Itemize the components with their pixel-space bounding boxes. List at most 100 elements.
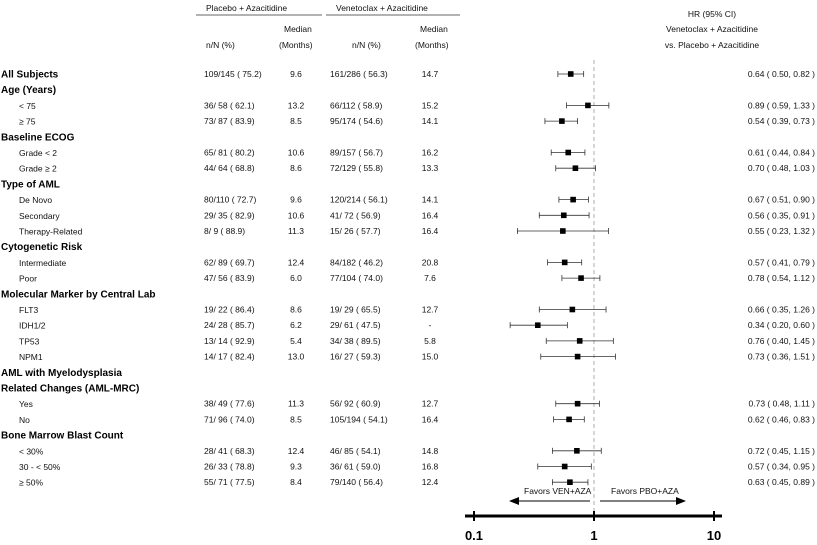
ven-median-cell: 14.1 bbox=[422, 195, 439, 205]
placebo-median-cell: 8.5 bbox=[290, 116, 302, 126]
hr-point-marker bbox=[569, 306, 576, 313]
ven-nN-cell: 34/ 38 ( 89.5) bbox=[330, 336, 381, 346]
hr-ci-cell: 0.62 ( 0.46, 0.83 ) bbox=[748, 414, 815, 424]
header-ven-nN: n/N (%) bbox=[352, 40, 381, 50]
hr-point-marker bbox=[561, 463, 568, 470]
hr-point-marker bbox=[574, 353, 581, 360]
placebo-median-cell: 13.0 bbox=[288, 352, 305, 362]
hr-point-marker bbox=[578, 275, 584, 281]
placebo-nN-cell: 109/145 ( 75.2) bbox=[204, 69, 262, 79]
row-label: ≥ 75 bbox=[19, 117, 36, 127]
ven-nN-cell: 79/140 ( 56.4) bbox=[330, 477, 383, 487]
favors-pbo-label: Favors PBO+AZA bbox=[611, 486, 679, 496]
placebo-nN-cell: 8/ 9 ( 88.9) bbox=[204, 226, 245, 236]
row-label: Therapy-Related bbox=[19, 227, 83, 237]
hr-point-marker bbox=[570, 196, 576, 203]
header-ven-median-unit: (Months) bbox=[415, 40, 449, 50]
favors-ven-arrowhead bbox=[509, 497, 519, 505]
header-pbo-median: Median bbox=[284, 24, 312, 34]
placebo-median-cell: 8.5 bbox=[290, 414, 302, 424]
placebo-median-cell: 13.2 bbox=[288, 100, 305, 110]
hr-ci-cell: 0.67 ( 0.51, 0.90 ) bbox=[748, 195, 815, 205]
placebo-nN-cell: 38/ 49 ( 77.6) bbox=[204, 399, 255, 409]
placebo-median-cell: 9.3 bbox=[290, 462, 302, 472]
row-label: 30 - < 50% bbox=[19, 462, 61, 472]
placebo-median-cell: 11.3 bbox=[288, 226, 304, 236]
ven-nN-cell: 66/112 ( 58.9) bbox=[330, 100, 382, 110]
hr-ci-cell: 0.76 ( 0.40, 1.45 ) bbox=[748, 336, 815, 346]
ven-nN-cell: 89/157 ( 56.7) bbox=[330, 148, 383, 158]
placebo-nN-cell: 71/ 96 ( 74.0) bbox=[204, 414, 255, 424]
ven-median-cell: 12.7 bbox=[422, 399, 439, 409]
hr-point-marker bbox=[559, 118, 565, 124]
header-pbo-median-unit: (Months) bbox=[279, 40, 313, 50]
placebo-nN-cell: 24/ 28 ( 85.7) bbox=[204, 320, 255, 330]
hr-ci-cell: 0.72 ( 0.45, 1.15 ) bbox=[748, 446, 815, 456]
ven-nN-cell: 29/ 61 ( 47.5) bbox=[330, 320, 381, 330]
hr-point-marker bbox=[567, 479, 573, 485]
placebo-median-cell: 12.4 bbox=[288, 257, 305, 267]
ven-nN-cell: 77/104 ( 74.0) bbox=[330, 273, 383, 283]
row-label: Grade ≥ 2 bbox=[19, 164, 57, 174]
placebo-nN-cell: 29/ 35 ( 82.9) bbox=[204, 210, 255, 220]
hr-point-marker bbox=[561, 259, 568, 266]
hr-point-marker bbox=[574, 400, 581, 407]
placebo-nN-cell: 55/ 71 ( 77.5) bbox=[204, 477, 255, 487]
ven-nN-cell: 56/ 92 ( 60.9) bbox=[330, 399, 381, 409]
hr-ci-cell: 0.56 ( 0.35, 0.91 ) bbox=[748, 210, 815, 220]
row-label: TP53 bbox=[19, 336, 40, 346]
ven-median-cell: 14.1 bbox=[422, 116, 439, 126]
placebo-median-cell: 5.4 bbox=[290, 336, 302, 346]
placebo-nN-cell: 13/ 14 ( 92.9) bbox=[204, 336, 255, 346]
ven-nN-cell: 16/ 27 ( 59.3) bbox=[330, 352, 381, 362]
placebo-nN-cell: 26/ 33 ( 78.8) bbox=[204, 462, 255, 472]
category-label: Type of AML bbox=[1, 179, 60, 190]
placebo-nN-cell: 80/110 ( 72.7) bbox=[204, 195, 256, 205]
placebo-median-cell: 12.4 bbox=[288, 446, 305, 456]
ven-nN-cell: 41/ 72 ( 56.9) bbox=[330, 210, 381, 220]
header-ven-median: Median bbox=[420, 24, 448, 34]
ven-median-cell: 7.6 bbox=[424, 273, 436, 283]
hr-point-marker bbox=[566, 416, 572, 423]
hr-point-marker bbox=[574, 448, 580, 454]
hr-ci-cell: 0.66 ( 0.35, 1.26 ) bbox=[748, 305, 815, 315]
category-label: Bone Marrow Blast Count bbox=[1, 431, 124, 442]
hr-point-marker bbox=[576, 338, 583, 344]
ven-nN-cell: 46/ 85 ( 54.1) bbox=[330, 446, 381, 456]
placebo-median-cell: 9.6 bbox=[290, 195, 302, 205]
ven-nN-cell: 19/ 29 ( 65.5) bbox=[330, 305, 381, 315]
favors-pbo-arrowhead bbox=[676, 497, 686, 505]
header-pbo-nN: n/N (%) bbox=[206, 40, 235, 50]
row-label: ≥ 50% bbox=[19, 478, 43, 488]
ven-median-cell: 5.8 bbox=[424, 336, 436, 346]
hr-point-marker bbox=[565, 149, 572, 156]
hr-ci-cell: 0.73 ( 0.48, 1.11 ) bbox=[749, 399, 816, 409]
ven-median-cell: 16.2 bbox=[422, 148, 439, 158]
hr-point-marker bbox=[585, 102, 591, 109]
placebo-nN-cell: 36/ 58 ( 62.1) bbox=[204, 100, 255, 110]
ven-median-cell: 13.3 bbox=[422, 163, 439, 173]
placebo-nN-cell: 47/ 56 ( 83.9) bbox=[204, 273, 255, 283]
category-label: Age (Years) bbox=[1, 85, 56, 96]
placebo-median-cell: 8.4 bbox=[290, 477, 302, 487]
row-label: De Novo bbox=[19, 195, 52, 205]
ven-nN-cell: 120/214 ( 56.1) bbox=[330, 195, 388, 205]
category-label: All Subjects bbox=[1, 70, 59, 81]
hr-point-marker bbox=[567, 71, 574, 77]
placebo-median-cell: 8.6 bbox=[290, 305, 302, 315]
row-label: Poor bbox=[19, 274, 37, 284]
hr-ci-cell: 0.89 ( 0.59, 1.33 ) bbox=[748, 100, 815, 110]
favors-arrows: Favors VEN+AZA Favors PBO+AZA bbox=[509, 486, 686, 505]
row-label: < 30% bbox=[19, 446, 44, 456]
ven-median-cell: 16.4 bbox=[422, 414, 439, 424]
row-label: FLT3 bbox=[19, 305, 38, 315]
header-hr-ven: Venetoclax + Azacitidine bbox=[666, 24, 758, 34]
row-label: No bbox=[19, 415, 30, 425]
placebo-nN-cell: 62/ 89 ( 69.7) bbox=[204, 257, 255, 267]
category-label: Related Changes (AML-MRC) bbox=[1, 384, 139, 395]
hr-ci-cell: 0.78 ( 0.54, 1.12 ) bbox=[748, 273, 815, 283]
ven-median-cell: 16.4 bbox=[422, 210, 439, 220]
hr-point-marker bbox=[560, 228, 566, 234]
ven-nN-cell: 36/ 61 ( 59.0) bbox=[330, 462, 381, 472]
